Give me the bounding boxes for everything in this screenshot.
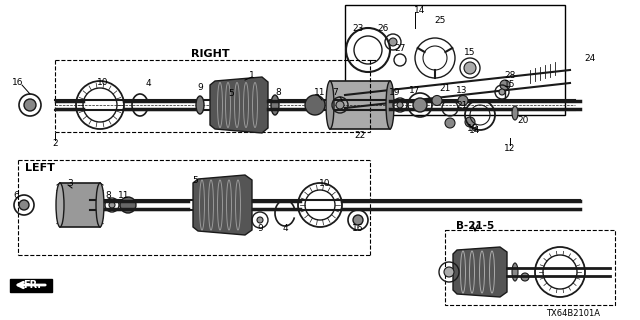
Circle shape xyxy=(500,80,510,90)
Text: 11: 11 xyxy=(314,87,326,97)
Circle shape xyxy=(444,267,454,277)
Bar xyxy=(60,183,100,227)
Text: 24: 24 xyxy=(584,53,596,62)
Text: 14: 14 xyxy=(414,5,426,14)
Text: 7: 7 xyxy=(332,87,338,97)
Text: 4: 4 xyxy=(282,223,288,233)
Circle shape xyxy=(336,101,344,109)
Text: 14: 14 xyxy=(469,125,481,134)
Text: 5: 5 xyxy=(192,175,198,185)
Circle shape xyxy=(353,215,363,225)
Ellipse shape xyxy=(56,183,64,227)
Text: 4: 4 xyxy=(145,78,151,87)
Circle shape xyxy=(305,95,325,115)
Text: 3: 3 xyxy=(67,179,73,188)
Circle shape xyxy=(458,95,468,106)
Text: 21: 21 xyxy=(439,84,451,92)
Text: 10: 10 xyxy=(319,179,331,188)
Circle shape xyxy=(24,99,36,111)
Text: 9: 9 xyxy=(257,223,263,233)
Circle shape xyxy=(389,38,397,46)
Polygon shape xyxy=(453,247,507,297)
Text: 26: 26 xyxy=(378,23,388,33)
Text: 1: 1 xyxy=(249,70,255,79)
Bar xyxy=(330,81,390,129)
Text: 11: 11 xyxy=(118,190,130,199)
Text: 25: 25 xyxy=(435,15,445,25)
Text: 19: 19 xyxy=(389,87,401,97)
Text: 23: 23 xyxy=(352,23,364,33)
Circle shape xyxy=(521,273,529,281)
Ellipse shape xyxy=(196,96,204,114)
Text: 15: 15 xyxy=(464,47,476,57)
Text: 13: 13 xyxy=(456,85,468,94)
Text: 5: 5 xyxy=(228,89,234,98)
Text: 20: 20 xyxy=(517,116,529,124)
Text: 10: 10 xyxy=(97,77,109,86)
Text: 9: 9 xyxy=(197,83,203,92)
Text: 12: 12 xyxy=(504,143,516,153)
Circle shape xyxy=(397,102,403,108)
Text: 6: 6 xyxy=(13,190,19,199)
Circle shape xyxy=(465,117,475,127)
Polygon shape xyxy=(193,175,252,235)
Text: 28: 28 xyxy=(504,70,516,79)
Polygon shape xyxy=(210,77,268,133)
Text: 2: 2 xyxy=(52,139,58,148)
Ellipse shape xyxy=(512,106,518,120)
Text: 17: 17 xyxy=(409,85,420,94)
Circle shape xyxy=(109,202,115,208)
Bar xyxy=(10,279,52,292)
Text: 18: 18 xyxy=(467,124,479,132)
Circle shape xyxy=(432,95,442,106)
Text: 21: 21 xyxy=(456,100,468,109)
Text: RIGHT: RIGHT xyxy=(191,49,229,59)
Circle shape xyxy=(19,200,29,210)
Circle shape xyxy=(464,62,476,74)
Circle shape xyxy=(445,118,455,128)
Bar xyxy=(445,230,615,305)
Text: 16: 16 xyxy=(12,77,24,86)
Text: B-21-5: B-21-5 xyxy=(456,221,494,231)
Text: TX64B2101A: TX64B2101A xyxy=(546,308,600,317)
Text: LEFT: LEFT xyxy=(25,163,55,173)
Text: 27: 27 xyxy=(394,44,406,52)
Text: 8: 8 xyxy=(105,190,111,199)
Circle shape xyxy=(120,197,136,213)
Ellipse shape xyxy=(512,263,518,281)
Text: 16: 16 xyxy=(352,223,364,233)
Circle shape xyxy=(413,98,427,112)
Ellipse shape xyxy=(96,183,104,227)
Text: FR.: FR. xyxy=(23,280,41,290)
Bar xyxy=(345,5,565,115)
Text: 15: 15 xyxy=(504,79,516,89)
Circle shape xyxy=(257,217,263,223)
Text: 22: 22 xyxy=(355,131,365,140)
Ellipse shape xyxy=(271,95,279,115)
Ellipse shape xyxy=(386,81,394,129)
Ellipse shape xyxy=(326,81,334,129)
Text: 8: 8 xyxy=(275,87,281,97)
Circle shape xyxy=(499,89,505,95)
